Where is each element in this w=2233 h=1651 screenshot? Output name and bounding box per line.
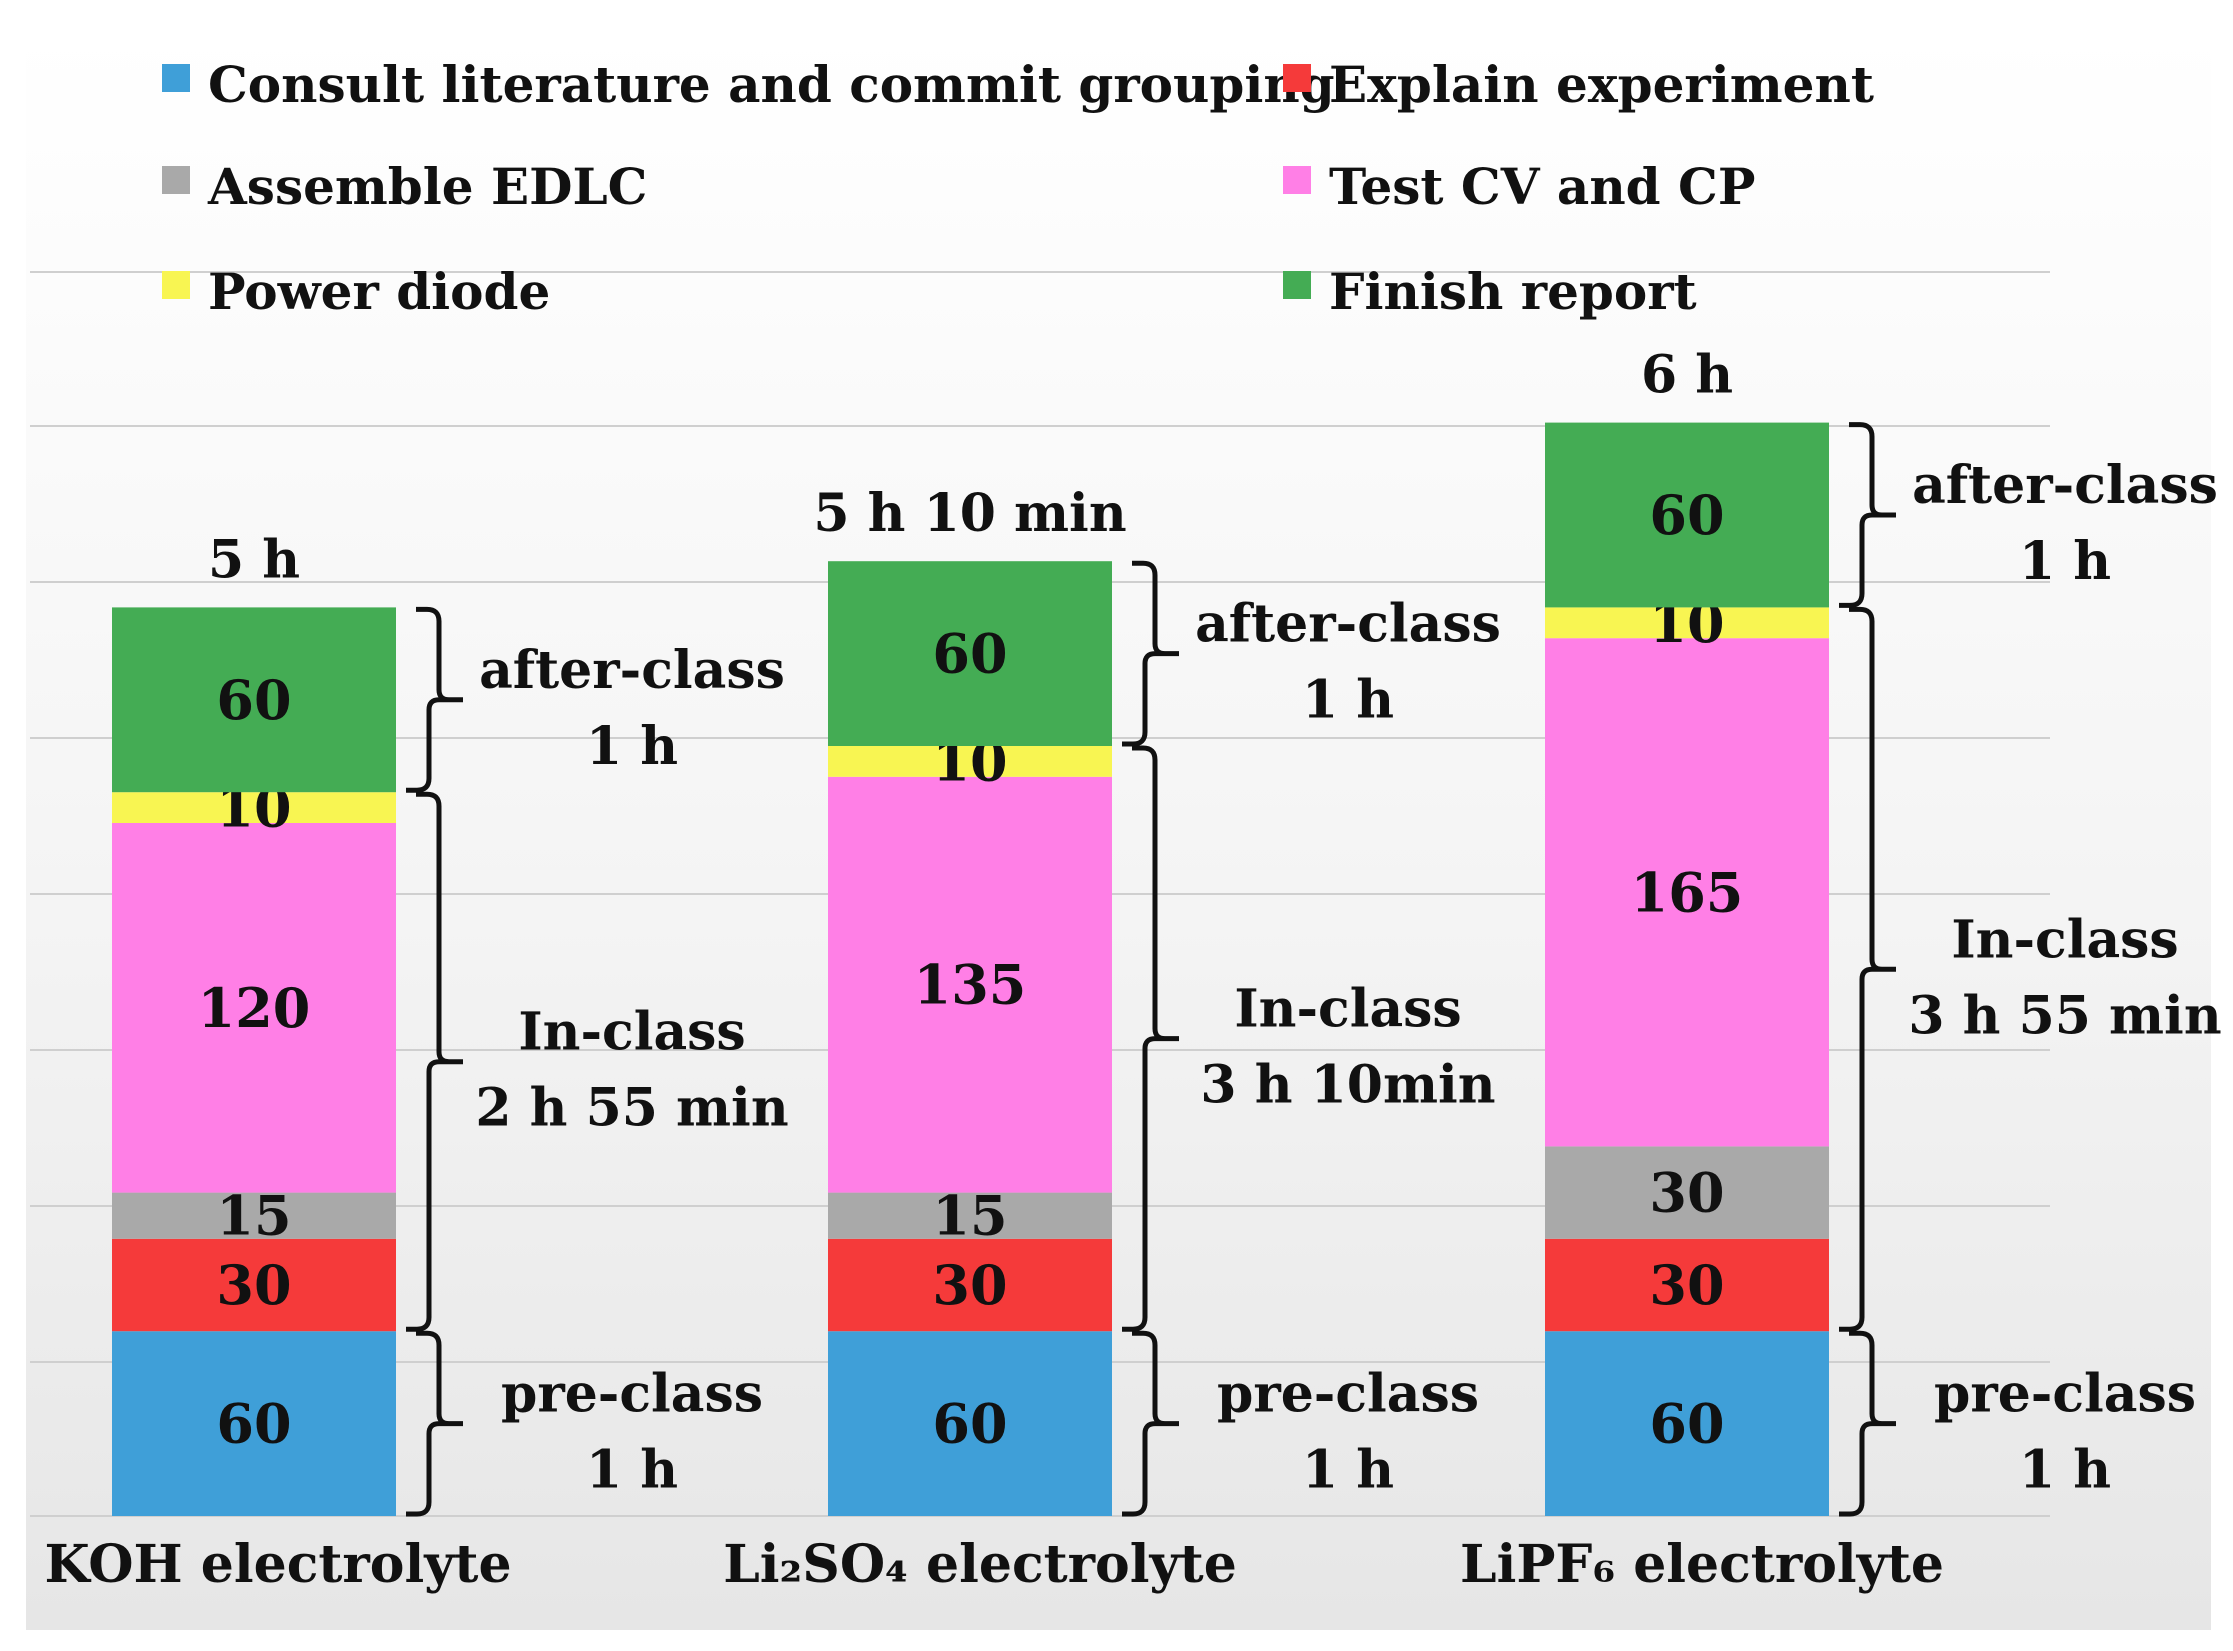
legend-label-consult-literature-and-commit-grouping: Consult literature and commit grouping	[208, 55, 1335, 114]
category-label: Li₂SO₄ electrolyte	[723, 1534, 1237, 1595]
phase-label-in-class: In-class	[518, 1002, 745, 1063]
phase-bracket-pre-class	[1122, 1330, 1179, 1517]
phase-label-after-class: after-class	[479, 640, 785, 701]
phase-duration-after-class: 1 h	[586, 716, 678, 777]
phase-bracket-after-class	[1839, 422, 1896, 608]
legend-label-assemble-edlc: Assemble EDLC	[207, 157, 647, 216]
bar-segment-explain-experiment	[828, 1238, 1112, 1332]
bar-segment-test-cv-and-cp	[1545, 638, 1829, 1147]
phase-duration-after-class: 1 h	[1302, 670, 1394, 731]
phase-bracket-pre-class	[406, 1330, 463, 1517]
bar-segment-test-cv-and-cp	[828, 776, 1112, 1193]
bar-segment-test-cv-and-cp	[112, 823, 396, 1193]
phase-bracket-after-class	[406, 606, 463, 793]
phase-bracket-pre-class	[1839, 1330, 1896, 1517]
legend-swatch-explain-experiment	[1283, 64, 1311, 92]
bar-segment-power-diode	[1545, 607, 1829, 639]
bar-segment-consult-literature-and-commit-grouping	[1545, 1331, 1829, 1516]
data-label: 60	[1649, 483, 1724, 547]
bar-segment-assemble-edlc	[112, 1192, 396, 1239]
phase-label-pre-class: pre-class	[1217, 1364, 1479, 1425]
data-label: 30	[932, 1253, 1007, 1317]
data-label: 15	[932, 1184, 1007, 1248]
phase-bracket-in-class	[406, 791, 463, 1332]
legend-label-explain-experiment: Explain experiment	[1329, 55, 1874, 114]
bar-segment-assemble-edlc	[1545, 1146, 1829, 1239]
phase-bracket-in-class	[1839, 606, 1896, 1332]
data-label: 15	[216, 1184, 291, 1248]
bar-segment-finish-report	[828, 561, 1112, 746]
phase-duration-after-class: 1 h	[2019, 531, 2111, 592]
bar-total-label: 6 h	[1641, 345, 1733, 406]
phase-duration-pre-class: 1 h	[2019, 1440, 2111, 1501]
bar-segment-power-diode	[828, 746, 1112, 777]
legend-label-finish-report: Finish report	[1329, 262, 1697, 321]
legend: Consult literature and commit groupingEx…	[162, 55, 1874, 321]
category-label: LiPF₆ electrolyte	[1460, 1534, 1944, 1595]
phase-label-pre-class: pre-class	[1934, 1364, 2196, 1425]
bar-segment-explain-experiment	[112, 1238, 396, 1332]
bar-total-label: 5 h 10 min	[813, 483, 1126, 544]
phase-bracket-after-class	[1122, 560, 1179, 747]
legend-label-test-cv-and-cp: Test CV and CP	[1329, 157, 1755, 216]
bar-segment-assemble-edlc	[828, 1192, 1112, 1239]
data-label: 30	[1649, 1253, 1724, 1317]
bar-segment-explain-experiment	[1545, 1238, 1829, 1332]
bar-segment-consult-literature-and-commit-grouping	[112, 1331, 396, 1516]
legend-swatch-test-cv-and-cp	[1283, 166, 1311, 194]
bar-segment-finish-report	[112, 607, 396, 793]
bar-total-label: 5 h	[208, 529, 300, 590]
phase-duration-in-class: 3 h 55 min	[1908, 985, 2221, 1046]
phase-label-after-class: after-class	[1912, 455, 2218, 516]
legend-label-power-diode: Power diode	[208, 262, 550, 321]
bar-segment-power-diode	[112, 792, 396, 823]
phase-duration-pre-class: 1 h	[586, 1440, 678, 1501]
data-label: 60	[932, 1392, 1007, 1456]
data-label: 60	[216, 668, 291, 732]
legend-swatch-power-diode	[162, 271, 190, 299]
category-labels: KOH electrolyte Li₂SO₄ electrolyte LiPF₆ e…	[44, 1534, 1944, 1595]
data-label: 60	[932, 622, 1007, 686]
bar-segment-consult-literature-and-commit-grouping	[828, 1331, 1112, 1516]
phase-duration-in-class: 2 h 55 min	[475, 1078, 788, 1139]
data-label: 165	[1631, 860, 1744, 924]
data-label: 60	[1649, 1392, 1724, 1456]
phase-label-in-class: In-class	[1951, 909, 2178, 970]
data-label: 135	[914, 953, 1027, 1017]
phase-label-pre-class: pre-class	[501, 1364, 763, 1425]
category-label: KOH electrolyte	[44, 1534, 511, 1595]
phase-label-in-class: In-class	[1234, 979, 1461, 1040]
legend-swatch-consult-literature-and-commit-grouping	[162, 64, 190, 92]
legend-swatch-finish-report	[1283, 271, 1311, 299]
phase-duration-in-class: 3 h 10min	[1200, 1055, 1495, 1116]
phase-label-after-class: after-class	[1195, 594, 1501, 655]
phase-brackets: pre-class 1 h In-class 2 h 55 min after-clas…	[406, 422, 2222, 1517]
data-label: 120	[198, 976, 311, 1040]
bar-segment-finish-report	[1545, 422, 1829, 608]
data-label: 30	[1649, 1161, 1724, 1225]
legend-swatch-assemble-edlc	[162, 166, 190, 194]
phase-bracket-in-class	[1122, 745, 1179, 1332]
phase-duration-pre-class: 1 h	[1302, 1440, 1394, 1501]
data-label: 60	[216, 1392, 291, 1456]
data-label: 30	[216, 1253, 291, 1317]
